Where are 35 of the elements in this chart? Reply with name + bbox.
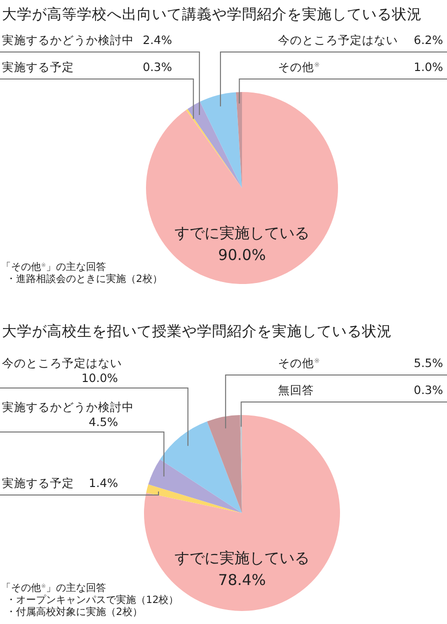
data-label: 10.0% bbox=[81, 371, 118, 385]
slice-label: 無回答 bbox=[278, 383, 314, 397]
data-label: 78.4% bbox=[218, 571, 266, 589]
pie-slice bbox=[160, 421, 242, 513]
slice-label: 今のところ予定はない bbox=[2, 356, 122, 370]
slice-label: その他$^{※}$ bbox=[278, 356, 320, 370]
pie-slice bbox=[144, 415, 340, 611]
data-label: 6.2% bbox=[414, 33, 444, 47]
text: ・オープンキャンパスで実施（12校） bbox=[6, 594, 179, 606]
chart-title: 大学が高等学校へ出向いて講義や学問紹介を実施している状況 bbox=[2, 6, 422, 23]
chart-title: 大学が高校生を招いて授業や学問紹介を実施している状況 bbox=[2, 323, 392, 340]
pie-slice bbox=[200, 92, 242, 188]
text: ・進路相談会のときに実施（2校） bbox=[6, 273, 162, 285]
text: 「その他$^{※}$」の主な回答 bbox=[1, 261, 106, 273]
text: ・付属高校対象に実施（2校） bbox=[6, 606, 142, 618]
slice-label: その他$^{※}$ bbox=[278, 60, 320, 74]
pie-slice bbox=[146, 484, 242, 513]
data-label: 2.4% bbox=[142, 33, 172, 47]
data-label: 0.3% bbox=[142, 60, 172, 74]
slice-label: 実施するかどうか検討中 bbox=[2, 400, 134, 414]
data-label: 90.0% bbox=[218, 246, 266, 264]
data-label: 1.4% bbox=[88, 476, 118, 490]
slice-label: 実施する予定 bbox=[2, 60, 74, 74]
slice-label: すでに実施している bbox=[174, 224, 310, 242]
data-label: 5.5% bbox=[414, 356, 444, 370]
data-label: 4.5% bbox=[88, 415, 118, 429]
slice-label: 実施するかどうか検討中 bbox=[2, 33, 134, 47]
data-label: 1.0% bbox=[414, 60, 444, 74]
data-label: 0.3% bbox=[414, 383, 444, 397]
pie-slice bbox=[148, 459, 242, 513]
slice-label: すでに実施している bbox=[174, 549, 310, 567]
slice-label: 今のところ予定はない bbox=[278, 33, 398, 47]
slice-label: 実施する予定 bbox=[2, 476, 74, 490]
pie-slice bbox=[207, 415, 242, 513]
text: 「その他$^{※}$」の主な回答 bbox=[1, 582, 106, 594]
